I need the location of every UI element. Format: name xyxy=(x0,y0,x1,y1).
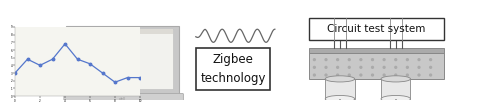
Circle shape xyxy=(74,30,78,33)
Circle shape xyxy=(360,74,362,76)
Circle shape xyxy=(430,59,432,61)
Ellipse shape xyxy=(381,76,410,82)
Circle shape xyxy=(395,74,396,76)
Polygon shape xyxy=(309,54,444,79)
Circle shape xyxy=(86,30,89,33)
Bar xyxy=(72,29,172,34)
Circle shape xyxy=(348,66,350,68)
Bar xyxy=(68,93,177,97)
Circle shape xyxy=(406,59,408,61)
Ellipse shape xyxy=(325,76,354,82)
Circle shape xyxy=(418,74,420,76)
Circle shape xyxy=(336,66,338,68)
Circle shape xyxy=(372,74,374,76)
Circle shape xyxy=(406,66,408,68)
Circle shape xyxy=(336,74,338,76)
Circle shape xyxy=(80,30,84,33)
Circle shape xyxy=(325,74,327,76)
Bar xyxy=(196,48,270,90)
Circle shape xyxy=(360,66,362,68)
Ellipse shape xyxy=(325,95,354,102)
Bar xyxy=(72,29,172,89)
Ellipse shape xyxy=(381,95,410,102)
Circle shape xyxy=(325,59,327,61)
Text: Circuit test system: Circuit test system xyxy=(327,24,426,34)
Circle shape xyxy=(430,66,432,68)
Circle shape xyxy=(348,74,350,76)
Circle shape xyxy=(122,90,124,92)
Circle shape xyxy=(418,66,420,68)
Bar xyxy=(325,79,354,99)
Circle shape xyxy=(406,74,408,76)
Circle shape xyxy=(383,74,385,76)
Circle shape xyxy=(314,66,316,68)
Circle shape xyxy=(314,74,316,76)
Circle shape xyxy=(314,59,316,61)
Circle shape xyxy=(360,59,362,61)
Circle shape xyxy=(325,66,327,68)
Circle shape xyxy=(395,59,396,61)
Bar xyxy=(381,79,410,99)
Circle shape xyxy=(372,66,374,68)
FancyBboxPatch shape xyxy=(62,94,184,103)
Circle shape xyxy=(348,59,350,61)
Circle shape xyxy=(383,59,385,61)
Text: dell: dell xyxy=(119,97,126,101)
Bar xyxy=(309,18,444,40)
Circle shape xyxy=(395,66,396,68)
Circle shape xyxy=(383,66,385,68)
Circle shape xyxy=(430,74,432,76)
Circle shape xyxy=(418,59,420,61)
Polygon shape xyxy=(309,48,444,54)
Circle shape xyxy=(336,59,338,61)
Text: Zigbee
technology: Zigbee technology xyxy=(200,53,266,85)
Bar xyxy=(66,26,179,94)
Circle shape xyxy=(372,59,374,61)
